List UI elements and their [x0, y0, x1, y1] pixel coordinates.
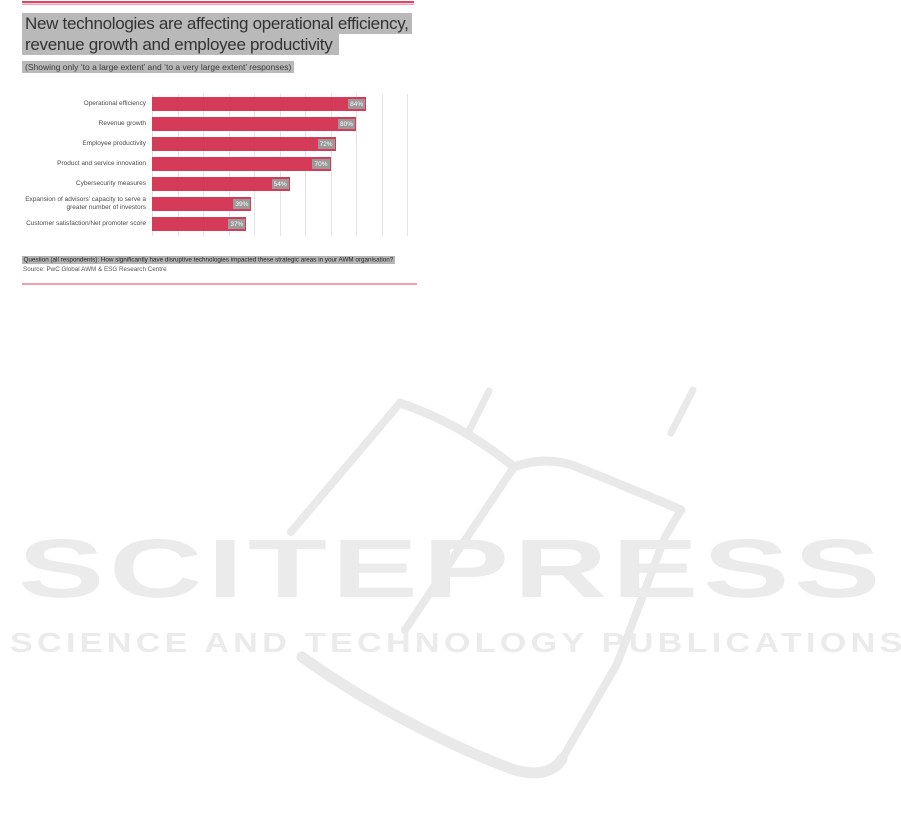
figure-title: New technologies are affecting operation… — [22, 13, 412, 55]
bar: 84% — [152, 97, 367, 111]
bar: 37% — [152, 217, 247, 231]
gridline — [381, 94, 383, 236]
category-label: Employee productivity — [82, 140, 146, 147]
value-label: 70% — [312, 159, 330, 169]
chart-row: Product and service innovation 70% — [22, 154, 412, 174]
category-label: Expansion of advisors’ capacity to serve… — [25, 196, 146, 211]
subtitle-text: (Showing only ‘to a large extent’ and ‘t… — [22, 61, 295, 73]
figure-question-note: Question (all respondents): How signific… — [22, 255, 395, 264]
bar-chart: Operational efficiency 84% Revenue growth 8… — [22, 94, 412, 237]
category-label: Product and service innovation — [57, 160, 146, 167]
gridline — [407, 94, 408, 236]
watermark-brand-text: SCITEPRESS — [18, 522, 886, 615]
bar: 39% — [152, 197, 252, 211]
watermark-tagline-text: SCIENCE AND TECHNOLOGY PUBLICATIONS — [10, 627, 901, 658]
report-figure: New technologies are affecting operation… — [0, 0, 460, 300]
gridline — [356, 94, 357, 236]
value-label: 72% — [317, 139, 335, 149]
value-label: 80% — [337, 119, 355, 129]
chart-row: Employee productivity 72% — [22, 134, 412, 154]
title-line-1: New technologies are affecting operation… — [22, 13, 412, 34]
top-accent-rule — [22, 1, 414, 5]
category-label: Customer satisfaction/Net promoter score — [26, 220, 146, 227]
value-label: 84% — [348, 99, 366, 109]
bar: 72% — [152, 137, 336, 151]
chart-row: Operational efficiency 84% — [22, 94, 412, 114]
chart-row: Revenue growth 80% — [22, 114, 412, 134]
bar: 70% — [152, 157, 331, 171]
title-line-2: revenue growth and employee productivity — [22, 34, 340, 55]
chart-row: Cybersecurity measures 54% — [22, 174, 412, 194]
value-label: 39% — [233, 199, 251, 209]
open-book-icon — [287, 386, 697, 779]
question-text: Question (all respondents): How signific… — [22, 255, 395, 264]
category-label: Operational efficiency — [83, 100, 146, 107]
category-label: Cybersecurity measures — [75, 180, 146, 187]
bar: 80% — [152, 117, 356, 131]
bar: 54% — [152, 177, 290, 191]
value-label: 37% — [228, 219, 246, 229]
bottom-accent-rule — [22, 283, 417, 285]
chart-row: Expansion of advisors’ capacity to serve… — [22, 194, 412, 214]
chart-row: Customer satisfaction/Net promoter score… — [22, 214, 412, 234]
figure-subtitle: (Showing only ‘to a large extent’ and ‘t… — [22, 61, 295, 73]
category-label: Revenue growth — [98, 120, 146, 127]
value-label: 54% — [271, 179, 289, 189]
gridline — [330, 94, 332, 236]
source-note: Source: PwC Global AWM & ESG Research Ce… — [23, 266, 167, 273]
